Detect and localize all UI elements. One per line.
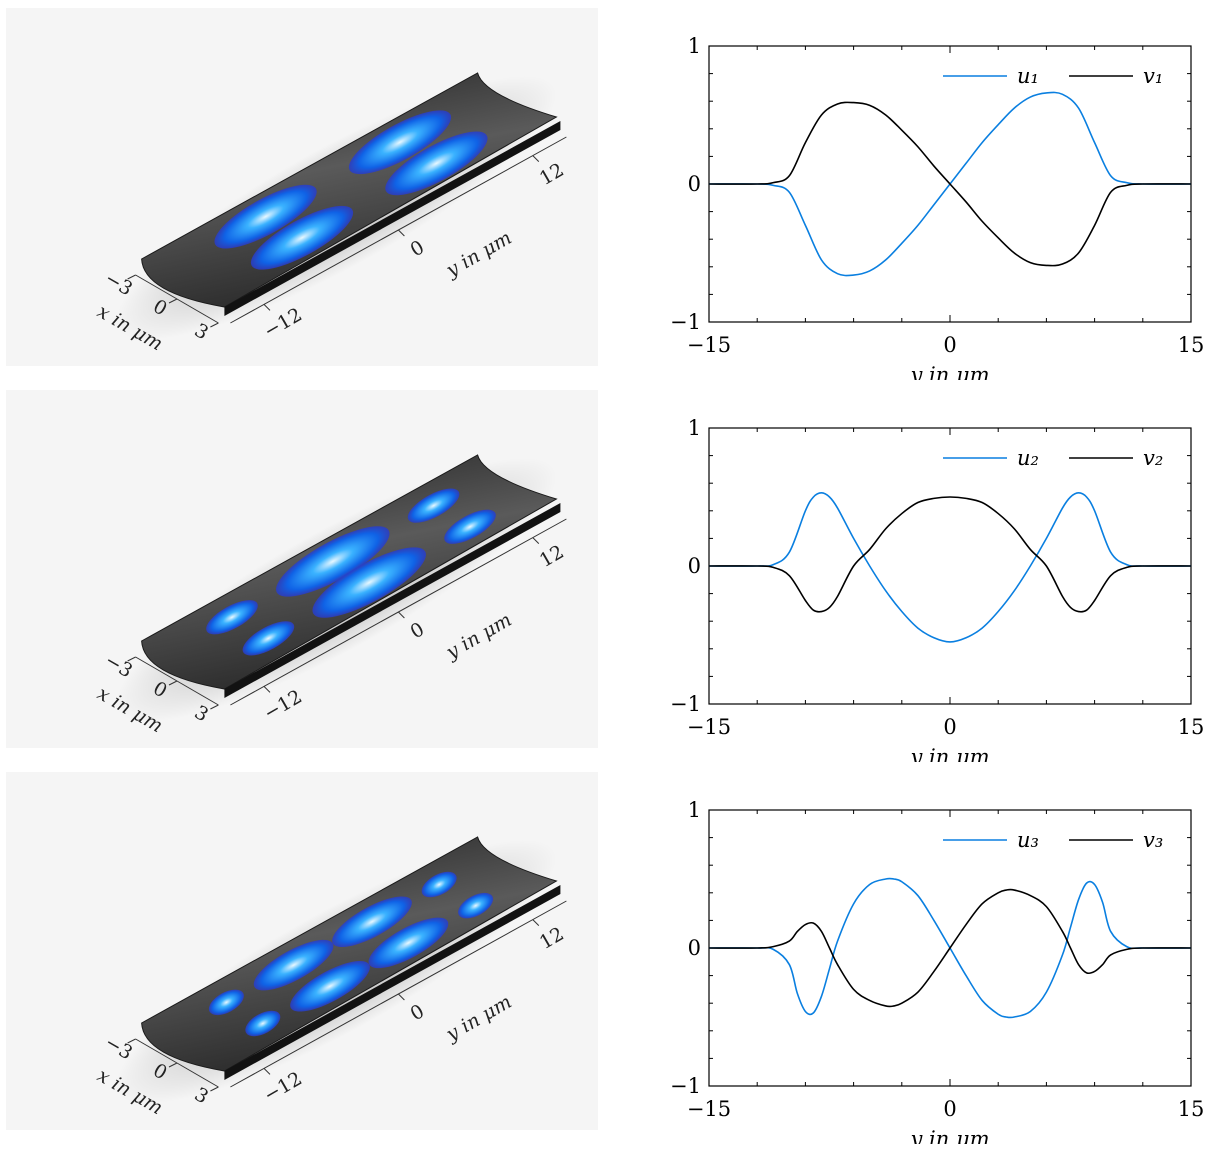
axes-3d (127, 136, 567, 328)
legend-label: u₁ (1017, 64, 1039, 88)
legend-label: v₃ (1143, 828, 1163, 852)
mode-lobe (407, 488, 460, 523)
surface-edge (224, 121, 561, 316)
x-tick-label: −15 (687, 1097, 731, 1121)
series-line-v (708, 101, 1192, 267)
x-axis-label: y in μm (909, 745, 989, 762)
x-tick-label: 0 (943, 333, 956, 357)
mode-lobe (421, 871, 457, 898)
mode-lobe (312, 547, 426, 618)
row-mode-3: −3 0 3 −12 0 12 x in μm y in μm −15 0 15 −1 0 1 y in … (0, 764, 1213, 1144)
surface-edge (224, 885, 561, 1080)
mode-lobe (368, 917, 449, 969)
tick-marks (708, 427, 1192, 705)
mode-lobe (290, 960, 370, 1012)
y-tick-label: 1 (688, 798, 701, 822)
legend-label: v₂ (1143, 446, 1163, 470)
x-tick-label: 15 (1178, 333, 1205, 357)
mode-lobe (214, 184, 317, 249)
series-line-u (708, 492, 1192, 643)
plot-frame (708, 427, 1192, 705)
x-tick-label: 0 (943, 1097, 956, 1121)
y-tick-label: −1 (670, 1074, 701, 1098)
mode-3d-render: −3 0 3 −12 0 12 x in μm y in μm (6, 8, 598, 366)
axes-3d (127, 900, 567, 1092)
axes-3d (127, 518, 567, 710)
mode-lobe (385, 131, 488, 196)
y-tick-label: 0 (688, 554, 701, 578)
y-tick-label: 1 (688, 416, 701, 440)
y-tick-label: −12 (260, 686, 306, 725)
mode-lobe (444, 509, 496, 544)
legend: u₃ v₃ (943, 828, 1163, 852)
waveguide-surface (141, 836, 558, 1072)
mode-profile-chart: −15 0 15 −1 0 1 y in μm u₃ v₃ (606, 764, 1213, 1144)
line-chart: −15 0 15 −1 0 1 y in μm u₂ v₂ (670, 416, 1205, 762)
line-chart: −15 0 15 −1 0 1 y in μm u₃ v₃ (670, 798, 1205, 1144)
x-tick-label: 15 (1178, 1097, 1205, 1121)
y-tick-label: 12 (536, 541, 568, 572)
y-tick-label: −1 (670, 310, 701, 334)
mode-lobe (206, 600, 258, 635)
tick-marks (708, 809, 1192, 1087)
y-tick-label: −12 (260, 1068, 306, 1107)
legend-label: v₁ (1143, 64, 1163, 88)
y-tick-label: 0 (407, 236, 428, 261)
surface-edge (224, 503, 561, 698)
mode-3d-render: −3 0 3 −12 0 12 x in μm y in μm (6, 390, 598, 748)
x-tick-label: 15 (1178, 715, 1205, 739)
waveguide-surface (141, 72, 558, 308)
x-axis-label: y in μm (909, 363, 989, 380)
mode-lobe (253, 939, 334, 991)
x-tick-label: −15 (687, 715, 731, 739)
legend: u₁ v₁ (943, 64, 1163, 88)
mode-profile-chart: −15 0 15 −1 0 1 y in μm u₂ v₂ (606, 382, 1213, 762)
mode-3d-render: −3 0 3 −12 0 12 x in μm y in μm (6, 772, 598, 1130)
y-tick-label: 1 (688, 34, 701, 58)
tick-marks (708, 45, 1192, 323)
legend-label: u₂ (1017, 446, 1039, 470)
row-mode-1: −3 0 3 −12 0 12 x in μm y in μm −15 0 15 −1 0 1 y in … (0, 0, 1213, 380)
row-mode-2: −3 0 3 −12 0 12 x in μm y in μm −15 0 15 −1 0 1 y in … (0, 382, 1213, 762)
mode-lobe (332, 896, 412, 948)
x-tick-label: −15 (687, 333, 731, 357)
line-chart: −15 0 15 −1 0 1 y in μm u₁ v₁ (670, 34, 1205, 380)
y-tick-label: 0 (688, 936, 701, 960)
mode-lobe (458, 892, 494, 919)
mode-lobe (242, 621, 295, 656)
mode-lobe (276, 526, 390, 597)
mode-lobe (245, 1010, 281, 1037)
y-axis-label: y in μm (442, 227, 516, 282)
x-tick-label: 0 (943, 715, 956, 739)
mode-profile-chart: −15 0 15 −1 0 1 y in μm u₁ v₁ (606, 0, 1213, 380)
y-axis-label: y in μm (442, 609, 516, 664)
y-tick-label: 12 (536, 923, 568, 954)
series-line-v (708, 496, 1192, 613)
y-tick-label: 0 (407, 618, 428, 643)
mode-lobe (250, 205, 354, 270)
mode-lobe (208, 989, 244, 1016)
y-tick-label: 0 (407, 1000, 428, 1025)
legend-label: u₃ (1017, 828, 1039, 852)
y-tick-label: −1 (670, 692, 701, 716)
y-tick-label: −12 (260, 304, 306, 343)
y-axis-label: y in μm (442, 991, 516, 1046)
legend: u₂ v₂ (943, 446, 1163, 470)
x-axis-label: y in μm (909, 1127, 989, 1144)
series-line-v (708, 888, 1192, 1008)
mode-lobe (348, 110, 452, 175)
y-tick-label: 0 (688, 172, 701, 196)
y-tick-label: 12 (536, 159, 568, 190)
